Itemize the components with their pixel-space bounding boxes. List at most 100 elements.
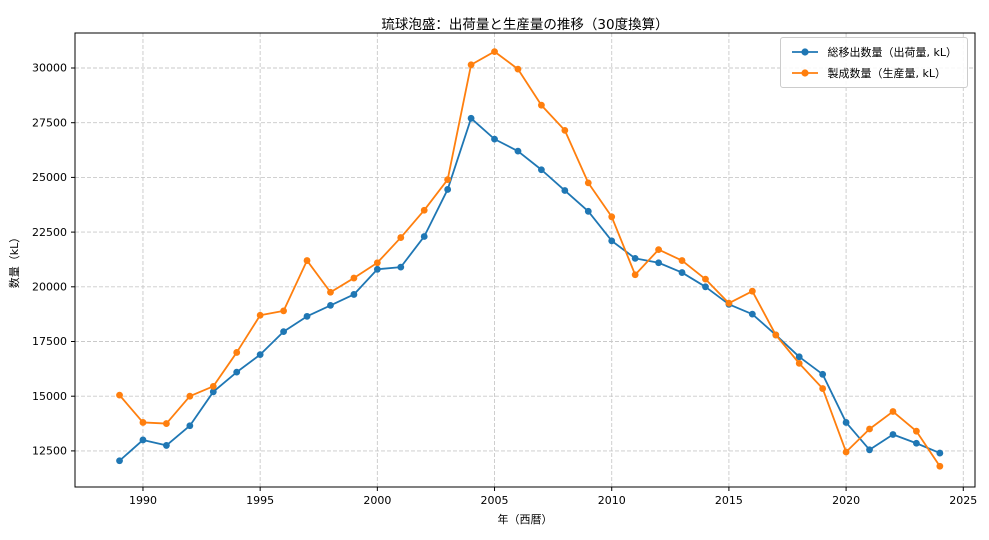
data-point-marker: [655, 246, 662, 254]
data-point-marker: [139, 419, 147, 426]
data-point-marker: [913, 439, 920, 447]
data-point-marker: [678, 269, 686, 276]
series-shipment: [116, 114, 944, 465]
data-point-marker: [608, 213, 616, 221]
data-point-marker: [725, 299, 733, 307]
tick-labels: 1990 1995 2000 2005 2010 2015 2020 2025 12500 150…: [32, 62, 977, 507]
data-point-marker: [397, 263, 405, 271]
x-tick-label: 2000: [363, 494, 391, 507]
data-point-marker: [373, 259, 381, 267]
series-line: [118, 117, 941, 462]
y-tick-label: 12500: [32, 445, 67, 458]
x-axis-label: 年（西暦）: [497, 513, 553, 526]
data-point-marker: [702, 275, 709, 283]
data-point-marker: [420, 233, 428, 240]
data-point-marker: [514, 147, 522, 155]
data-point-marker: [163, 442, 170, 449]
data-point-marker: [233, 368, 241, 376]
data-point-marker: [584, 179, 592, 187]
legend-item-production: 製成数量（生産量, kL）: [790, 66, 958, 80]
data-point-marker: [303, 312, 311, 320]
production-line-sample-icon: [791, 69, 818, 77]
y-tick-label: 20000: [32, 281, 67, 294]
data-point-marker: [842, 448, 850, 456]
y-tick-label: 30000: [32, 62, 67, 75]
data-point-marker: [303, 257, 311, 264]
y-tick-label: 17500: [32, 335, 67, 348]
data-point-marker: [139, 436, 147, 444]
data-point-marker: [467, 114, 475, 122]
data-point-marker: [327, 302, 334, 309]
series-production: [116, 48, 944, 470]
data-point-marker: [842, 419, 850, 426]
data-point-marker: [795, 353, 803, 361]
data-point-marker: [444, 186, 452, 193]
x-tick-label: 1995: [246, 494, 274, 507]
y-tick-label: 25000: [32, 171, 67, 184]
data-point-marker: [819, 370, 827, 378]
data-point-marker: [186, 422, 194, 430]
data-point-marker: [819, 385, 827, 392]
data-point-marker: [936, 462, 944, 470]
data-point-marker: [514, 65, 522, 73]
data-point-marker: [913, 427, 920, 435]
data-point-marker: [233, 349, 241, 356]
legend: 総移出数量（出荷量, kL） 製成数量（生産量, kL）: [779, 37, 968, 88]
data-point-marker: [350, 291, 358, 298]
data-point-marker: [748, 287, 756, 295]
data-point-marker: [491, 48, 498, 55]
data-point-marker: [467, 61, 475, 69]
data-point-marker: [795, 359, 803, 367]
data-point-marker: [280, 307, 287, 315]
data-point-marker: [561, 126, 569, 134]
data-point-marker: [584, 207, 592, 215]
y-axis-label: 数量（kL）: [8, 231, 21, 289]
legend-label-shipment: 総移出数量（出荷量, kL）: [827, 45, 958, 59]
data-point-marker: [631, 271, 639, 279]
data-point-marker: [538, 101, 545, 109]
legend-item-shipment: 総移出数量（出荷量, kL）: [790, 45, 958, 59]
x-tick-label: 2010: [598, 494, 626, 507]
x-tick-label: 2025: [949, 494, 977, 507]
data-point-marker: [678, 257, 686, 264]
data-point-marker: [491, 135, 498, 143]
shipment-line-sample-icon: [791, 48, 818, 56]
data-point-marker: [420, 206, 428, 214]
data-point-marker: [631, 254, 639, 262]
legend-label-production: 製成数量（生産量, kL）: [827, 66, 947, 80]
x-tick-label: 2020: [832, 494, 860, 507]
x-tick-label: 2005: [481, 494, 509, 507]
chart-title: 琉球泡盛：出荷量と生産量の推移（30度換算）: [381, 17, 669, 33]
x-tick-label: 1990: [129, 494, 157, 507]
data-point-marker: [350, 274, 358, 282]
x-tick-label: 2015: [715, 494, 743, 507]
data-point-marker: [209, 388, 217, 396]
y-tick-label: 15000: [32, 390, 67, 403]
data-point-marker: [444, 176, 452, 183]
gridlines: [75, 33, 975, 487]
data-point-marker: [256, 351, 264, 359]
data-point-marker: [655, 259, 662, 267]
data-point-marker: [327, 288, 334, 296]
data-point-marker: [772, 331, 780, 339]
data-point-marker: [866, 425, 873, 433]
data-point-marker: [889, 431, 897, 438]
data-point-marker: [116, 457, 123, 465]
data-point-marker: [397, 234, 405, 241]
data-point-marker: [889, 408, 897, 415]
tick-marks: [71, 67, 964, 491]
data-point-marker: [866, 446, 873, 454]
data-point-marker: [186, 392, 194, 400]
data-point-marker: [256, 311, 264, 319]
data-point-marker: [702, 283, 709, 291]
data-point-marker: [561, 187, 569, 194]
data-point-marker: [209, 382, 217, 390]
data-point-marker: [116, 391, 123, 399]
plot-border: [74, 32, 976, 488]
data-point-marker: [748, 310, 756, 318]
data-point-marker: [538, 166, 545, 174]
data-point-marker: [280, 328, 287, 336]
data-point-marker: [936, 449, 944, 457]
